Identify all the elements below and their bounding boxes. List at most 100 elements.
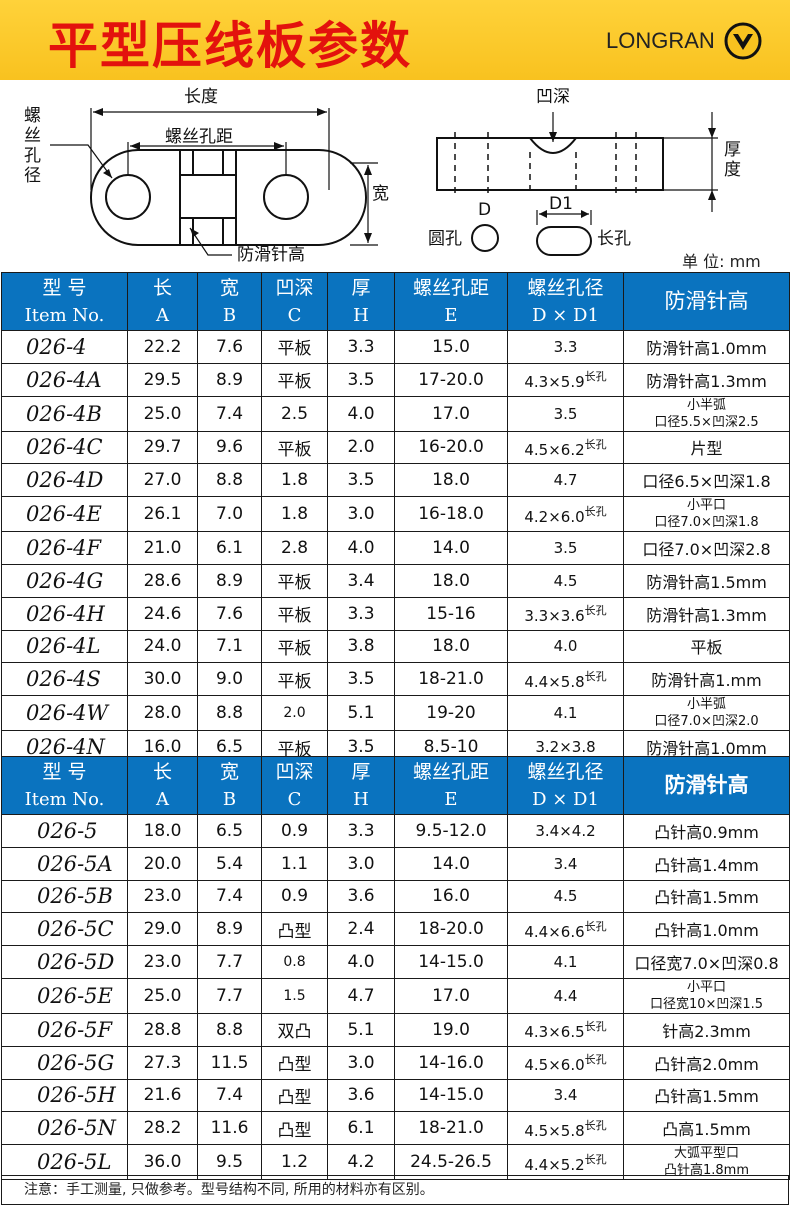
cell-pin-height: 小半弧 口径7.0×凹深2.0 xyxy=(623,695,790,732)
table-row: 026-4W 28.0 8.8 2.0 5.1 19-20 4.1 小半弧 口径7.0×凹深2.… xyxy=(1,695,790,732)
cell-thickness: 3.3 xyxy=(327,330,395,364)
cell-width: 6.5 xyxy=(197,814,262,848)
cell-thickness: 4.2 xyxy=(327,1144,395,1181)
table-row: 026-5F 28.8 8.8 双凸 5.1 19.0 4.3×6.5长孔 针高2.3mm xyxy=(1,1012,790,1047)
cell-thickness: 2.0 xyxy=(327,430,395,465)
cell-width: 9.5 xyxy=(197,1144,262,1181)
hole-diameter-value: 3.5 xyxy=(553,539,578,558)
label-hole-dia-4: 径 xyxy=(24,166,41,186)
cell-hole-diameter: 4.5 xyxy=(507,879,624,914)
cell-hole-diameter: 3.4 xyxy=(507,1078,624,1113)
cell-pitch: 14-16.0 xyxy=(394,1045,508,1080)
cell-pitch: 16.0 xyxy=(394,879,508,914)
cell-recess: 2.8 xyxy=(261,531,328,565)
cell-pin-height: 口径7.0×凹深2.8 xyxy=(623,531,790,565)
cell-pitch: 9.5-12.0 xyxy=(394,814,508,848)
cell-thickness: 3.5 xyxy=(327,662,395,697)
cell-pin-height: 大弧平型口 凸针高1.8mm xyxy=(623,1144,790,1181)
hole-diameter-value: 4.1 xyxy=(553,953,578,972)
table-row: 026-4 22.2 7.6 平板 3.3 15.0 3.3 防滑针高1.0mm xyxy=(1,330,790,364)
cell-length: 27.3 xyxy=(127,1045,198,1080)
hole-diameter-value: 3.5 xyxy=(553,404,578,423)
table-row: 026-5N 28.2 11.6 凸型 6.1 18-21.0 4.5×5.8长孔 凸高1.5… xyxy=(1,1111,790,1146)
dimension-diagram: 长度 螺丝孔距 螺 丝 孔 径 宽 防滑针高 凹深 厚 度 D D1 圆孔 长孔 xyxy=(0,82,790,272)
cell-hole-diameter: 4.4×5.2长孔 xyxy=(507,1144,624,1181)
cell-pin-height: 防滑针高1.5mm xyxy=(623,563,790,598)
label-thickness-1: 厚 xyxy=(724,140,741,160)
cell-pin-height: 凸针高1.0mm xyxy=(623,912,790,947)
pin-height-text: 平板 xyxy=(690,638,723,658)
long-hole-tag: 长孔 xyxy=(584,604,607,618)
cell-model: 026-5G xyxy=(1,1045,128,1080)
header-model: 型 号 Item No. xyxy=(1,272,128,331)
cell-hole-diameter: 3.3×3.6长孔 xyxy=(507,596,624,631)
cell-thickness: 6.1 xyxy=(327,1111,395,1146)
cell-recess: 2.5 xyxy=(261,395,328,432)
cell-length: 29.5 xyxy=(127,362,198,397)
cell-hole-diameter: 3.4×4.2 xyxy=(507,814,624,848)
pin-height-text: 防滑针高1.3mm xyxy=(646,371,767,391)
cell-hole-diameter: 4.5×6.2长孔 xyxy=(507,430,624,465)
long-hole-tag: 长孔 xyxy=(584,504,607,518)
pin-height-text: 凸针高1.0mm xyxy=(654,921,759,941)
label-hole-dia-2: 丝 xyxy=(24,126,41,146)
cell-width: 8.8 xyxy=(197,695,262,732)
label-anti-slip: 防滑针高 xyxy=(237,245,305,265)
cell-thickness: 5.1 xyxy=(327,1012,395,1047)
pin-height-text: 凸针高0.9mm xyxy=(654,822,759,842)
cell-recess: 1.8 xyxy=(261,496,328,533)
cell-pin-height: 防滑针高1.3mm xyxy=(623,362,790,397)
cell-recess: 平板 xyxy=(261,362,328,397)
hole-diameter-value: 3.3 xyxy=(553,337,578,356)
label-width: 宽 xyxy=(372,184,389,204)
cell-thickness: 3.0 xyxy=(327,496,395,533)
pin-height-text: 口径6.5×凹深1.8 xyxy=(642,472,771,492)
page-title: 平型压线板参数 xyxy=(48,17,412,75)
cell-pitch: 16-18.0 xyxy=(394,496,508,533)
cell-thickness: 3.0 xyxy=(327,1045,395,1080)
table-row: 026-5C 29.0 8.9 凸型 2.4 18-20.0 4.4×6.6长孔 凸针高1.0… xyxy=(1,912,790,947)
cell-pitch: 16-20.0 xyxy=(394,430,508,465)
hole-diameter-value: 4.5 xyxy=(553,571,578,590)
cell-pitch: 18-21.0 xyxy=(394,1111,508,1146)
cell-model: 026-4L xyxy=(1,629,128,664)
cell-width: 8.9 xyxy=(197,362,262,397)
cell-hole-diameter: 4.4 xyxy=(507,977,624,1014)
cell-width: 7.1 xyxy=(197,629,262,664)
brand-logo-icon xyxy=(724,22,762,60)
cell-recess: 凸型 xyxy=(261,1078,328,1113)
cell-model: 026-4A xyxy=(1,362,128,397)
cell-model: 026-4B xyxy=(1,395,128,432)
cell-recess: 0.9 xyxy=(261,879,328,914)
diagram-drawing xyxy=(50,108,718,256)
cell-thickness: 2.4 xyxy=(327,912,395,947)
hole-diameter-value: 4.1 xyxy=(553,704,578,723)
pin-height-text: 防滑针高1.mm xyxy=(651,671,762,691)
cell-thickness: 3.5 xyxy=(327,362,395,397)
pin-height-text: 防滑针高1.0mm xyxy=(646,739,767,759)
cell-width: 11.6 xyxy=(197,1111,262,1146)
pin-height-text: 防滑针高1.5mm xyxy=(646,572,767,592)
cell-length: 26.1 xyxy=(127,496,198,533)
cell-recess: 平板 xyxy=(261,629,328,664)
hole-diameter-value: 3.4 xyxy=(553,854,578,873)
cell-hole-diameter: 4.1 xyxy=(507,945,624,979)
hole-diameter-value: 4.3×5.9 xyxy=(524,373,585,392)
cell-width: 6.1 xyxy=(197,531,262,565)
cell-width: 7.6 xyxy=(197,596,262,631)
cell-length: 28.0 xyxy=(127,695,198,732)
header-recess: 凹深 C xyxy=(261,756,328,815)
hole-diameter-value: 4.2×6.0 xyxy=(524,507,585,526)
brand-name: LONGRAN xyxy=(606,28,715,53)
header-pitch: 螺丝孔距 E xyxy=(394,272,508,331)
label-d1: D1 xyxy=(549,194,573,214)
cell-pin-height: 防滑针高1.3mm xyxy=(623,596,790,631)
cell-hole-diameter: 4.0 xyxy=(507,629,624,664)
long-hole-tag: 长孔 xyxy=(584,437,607,451)
header-recess: 凹深 C xyxy=(261,272,328,331)
cell-pitch: 14-15.0 xyxy=(394,1078,508,1113)
pin-height-text: 针高2.3mm xyxy=(662,1021,751,1041)
